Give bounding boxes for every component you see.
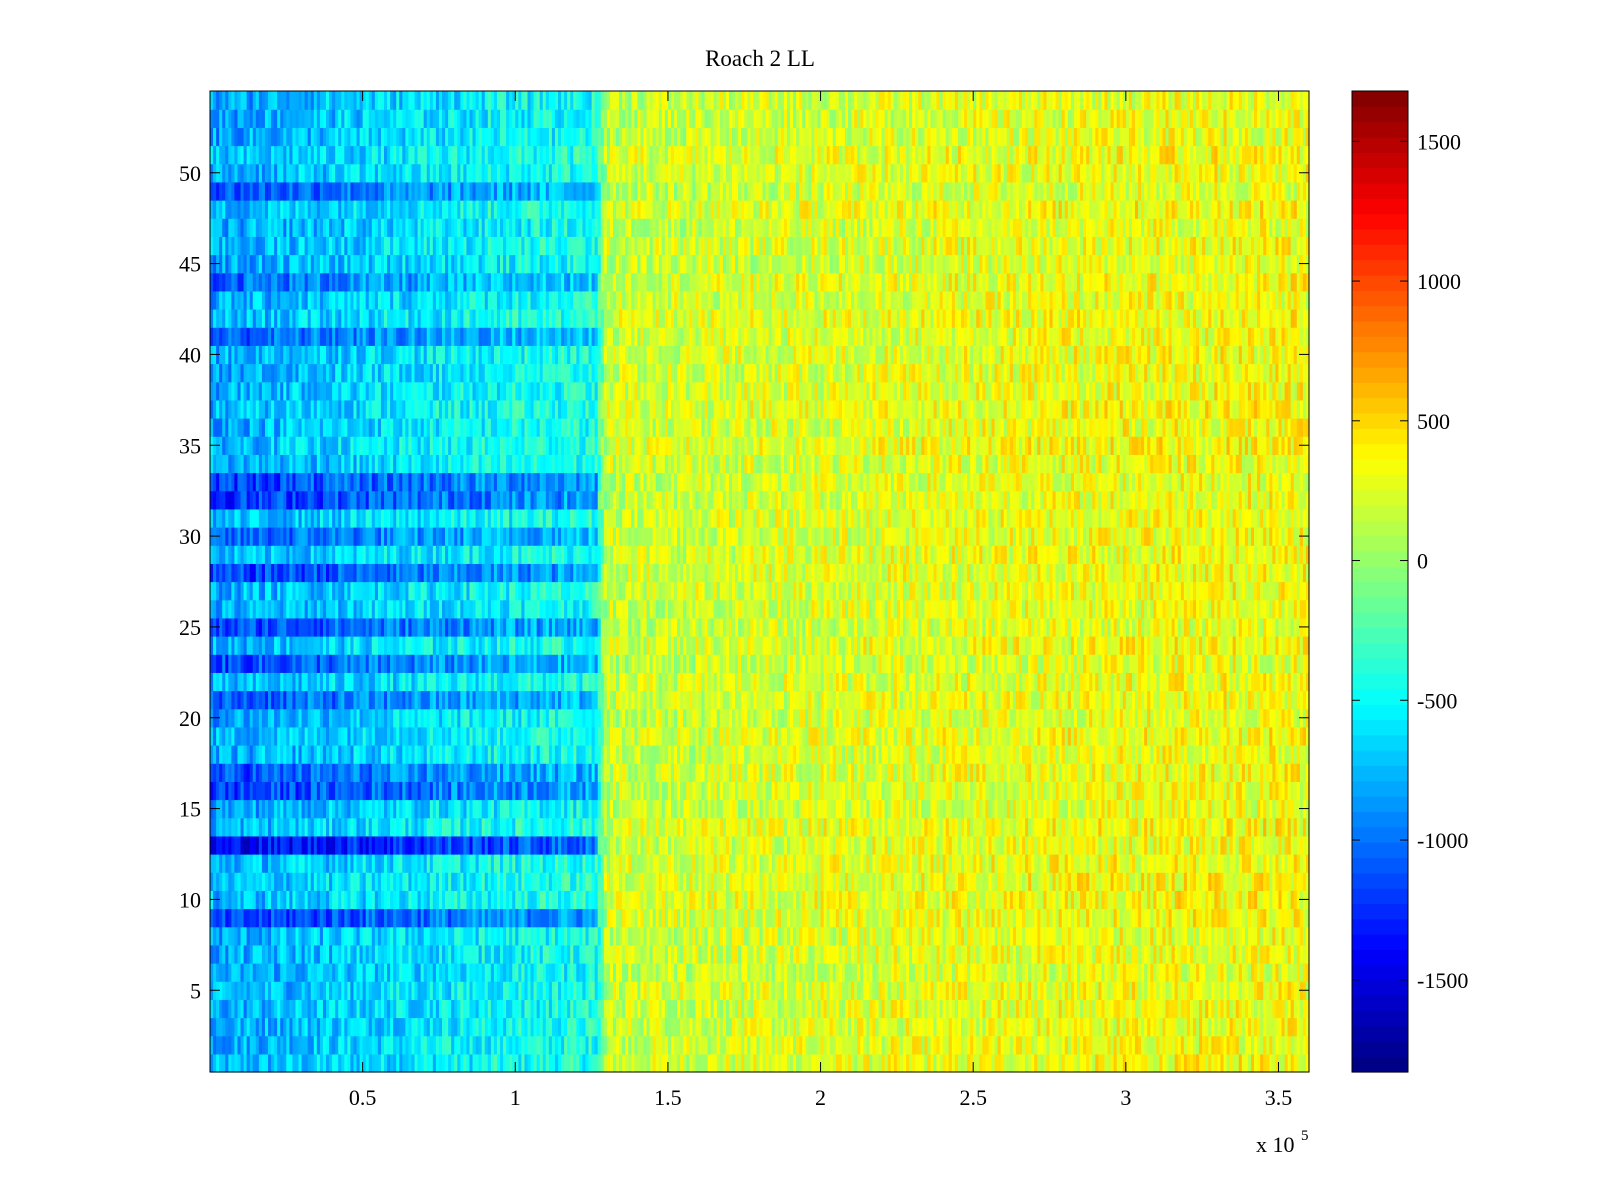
chart-title: Roach 2 LL <box>705 46 815 71</box>
heatmap-figure: Roach 2 LL 0.5 1 1.5 2 2.5 3 3.5 5101520253035… <box>0 0 1600 1200</box>
heatmap-cells <box>210 91 1310 1073</box>
